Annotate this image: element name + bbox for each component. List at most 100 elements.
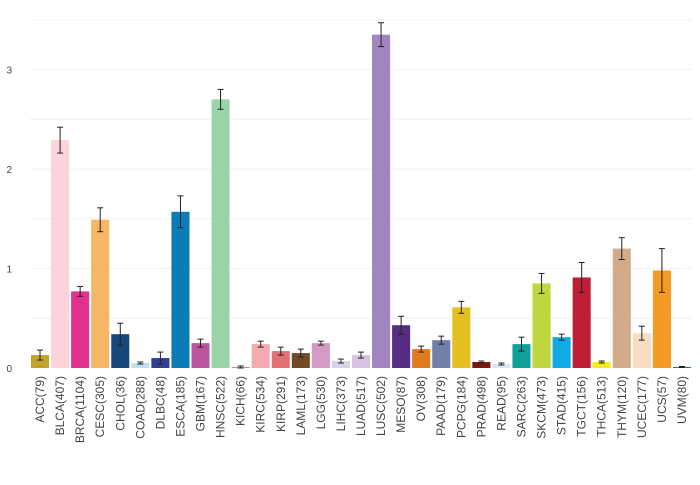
bar <box>572 277 591 368</box>
error-bars <box>37 22 685 369</box>
bar <box>652 270 671 368</box>
x-tick-label: SARC(263) <box>514 376 528 437</box>
bar <box>171 211 190 368</box>
error-bar <box>37 349 44 361</box>
x-tick-label: PAAD(179) <box>434 376 448 436</box>
error-bar <box>257 340 264 348</box>
x-tick-label: LIHC(373) <box>334 376 348 431</box>
x-tick-label: UCEC(177) <box>635 376 649 438</box>
error-bar <box>498 362 505 366</box>
error-bar <box>398 315 405 335</box>
bar <box>271 351 290 368</box>
x-tick-label: BLCA(407) <box>53 376 67 435</box>
bars <box>31 34 691 369</box>
x-tick-label: UCS(57) <box>655 376 669 423</box>
error-bar <box>418 345 425 353</box>
x-tick-label: GBM(167) <box>194 376 208 431</box>
bar <box>432 340 451 368</box>
error-bar <box>658 248 665 293</box>
bar <box>532 283 551 368</box>
bar <box>452 307 471 368</box>
bar <box>251 344 270 368</box>
error-bar <box>478 360 485 364</box>
bar <box>291 353 310 368</box>
error-bar <box>558 333 565 341</box>
error-bar <box>578 262 585 293</box>
x-tick-label: CESC(305) <box>93 376 107 437</box>
bar <box>552 337 571 368</box>
error-bar <box>297 348 304 358</box>
bar <box>331 361 350 368</box>
x-tick-label: LUSC(502) <box>374 376 388 436</box>
grid-lines <box>30 19 692 319</box>
x-tick-label: THCA(513) <box>595 376 609 437</box>
error-bar <box>358 351 364 359</box>
x-tick-label: THYM(120) <box>615 376 629 438</box>
error-bar <box>217 88 224 110</box>
x-tick-label: TGCT(156) <box>575 376 589 437</box>
y-tick-label: 2 <box>6 165 12 176</box>
error-bar <box>458 300 465 314</box>
error-bar <box>57 126 64 154</box>
bar <box>51 140 70 368</box>
x-tick-label: PRAD(498) <box>474 376 488 437</box>
bar <box>632 333 651 368</box>
y-axis-ticks: 0 1 2 3 <box>6 66 12 376</box>
error-bar <box>598 360 605 364</box>
x-tick-label: UVM(80) <box>675 376 689 424</box>
x-tick-label: DLBC(48) <box>153 376 167 429</box>
error-bar <box>337 358 344 364</box>
x-axis-ticks: ACC(79) BLCA(407) BRCA(1104) CESC(305) CHOL(… <box>33 376 689 443</box>
bar <box>111 334 130 368</box>
x-tick-label: LGG(530) <box>314 376 328 429</box>
x-tick-label: PCPG(184) <box>454 376 468 438</box>
y-tick-label: 3 <box>6 66 12 77</box>
x-tick-label: KIRC(534) <box>254 376 268 433</box>
x-tick-label: READ(95) <box>494 376 508 431</box>
x-tick-label: STAD(415) <box>555 376 569 435</box>
x-tick-label: CHOL(36) <box>113 376 127 431</box>
x-tick-label: ESCA(185) <box>173 376 187 437</box>
bar <box>412 349 431 368</box>
error-bar <box>277 346 284 356</box>
x-tick-label: OV(308) <box>414 376 428 421</box>
error-bar <box>197 338 204 348</box>
x-tick-label: KICH(66) <box>234 376 248 426</box>
bar <box>211 99 230 368</box>
x-tick-label: HNSC(522) <box>214 376 228 438</box>
x-tick-label: SKCM(473) <box>535 376 549 439</box>
bar <box>592 362 611 368</box>
error-bar <box>538 272 545 294</box>
error-bar <box>317 340 324 346</box>
y-tick-label: 0 <box>6 364 12 375</box>
error-bar <box>438 335 445 345</box>
error-bar <box>638 325 645 341</box>
x-tick-label: BRCA(1104) <box>73 376 87 443</box>
x-tick-label: MESO(87) <box>394 376 408 433</box>
bar <box>512 344 531 368</box>
bar <box>351 355 371 368</box>
error-bar <box>177 195 184 229</box>
bar <box>612 248 631 368</box>
bar <box>311 343 330 368</box>
bar <box>372 34 391 369</box>
y-tick-label: 1 <box>6 265 12 276</box>
bar <box>392 325 411 368</box>
error-bar <box>157 351 164 365</box>
x-tick-label: LUAD(517) <box>354 376 368 436</box>
error-bar <box>77 285 84 297</box>
error-bar <box>137 361 144 365</box>
x-tick-label: KIRP(291) <box>274 376 288 432</box>
x-tick-label: ACC(79) <box>33 376 47 423</box>
error-bar <box>237 365 244 369</box>
bar <box>191 343 210 368</box>
error-bar <box>378 22 385 48</box>
bar <box>71 291 90 368</box>
x-tick-label: COAD(288) <box>133 376 147 439</box>
bar <box>472 362 491 368</box>
error-bar <box>678 366 685 369</box>
bar <box>131 363 150 368</box>
bar <box>91 219 110 368</box>
